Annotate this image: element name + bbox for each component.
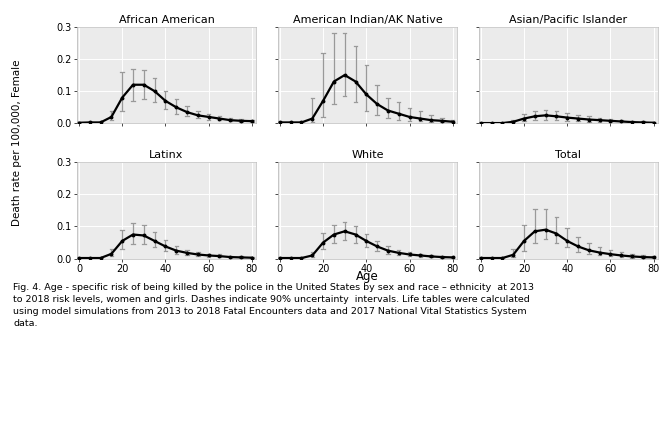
Title: Total: Total [555, 150, 581, 160]
Title: African American: African American [118, 15, 214, 25]
Title: White: White [351, 150, 383, 160]
Text: Age: Age [356, 270, 379, 283]
Title: Latinx: Latinx [150, 150, 184, 160]
Title: Asian/Pacific Islander: Asian/Pacific Islander [509, 15, 627, 25]
Text: Death rate per 100,000, Female: Death rate per 100,000, Female [12, 59, 21, 226]
Title: American Indian/AK Native: American Indian/AK Native [293, 15, 442, 25]
Text: Fig. 4. Age - specific risk of being killed by the police in the United States b: Fig. 4. Age - specific risk of being kil… [13, 283, 534, 328]
